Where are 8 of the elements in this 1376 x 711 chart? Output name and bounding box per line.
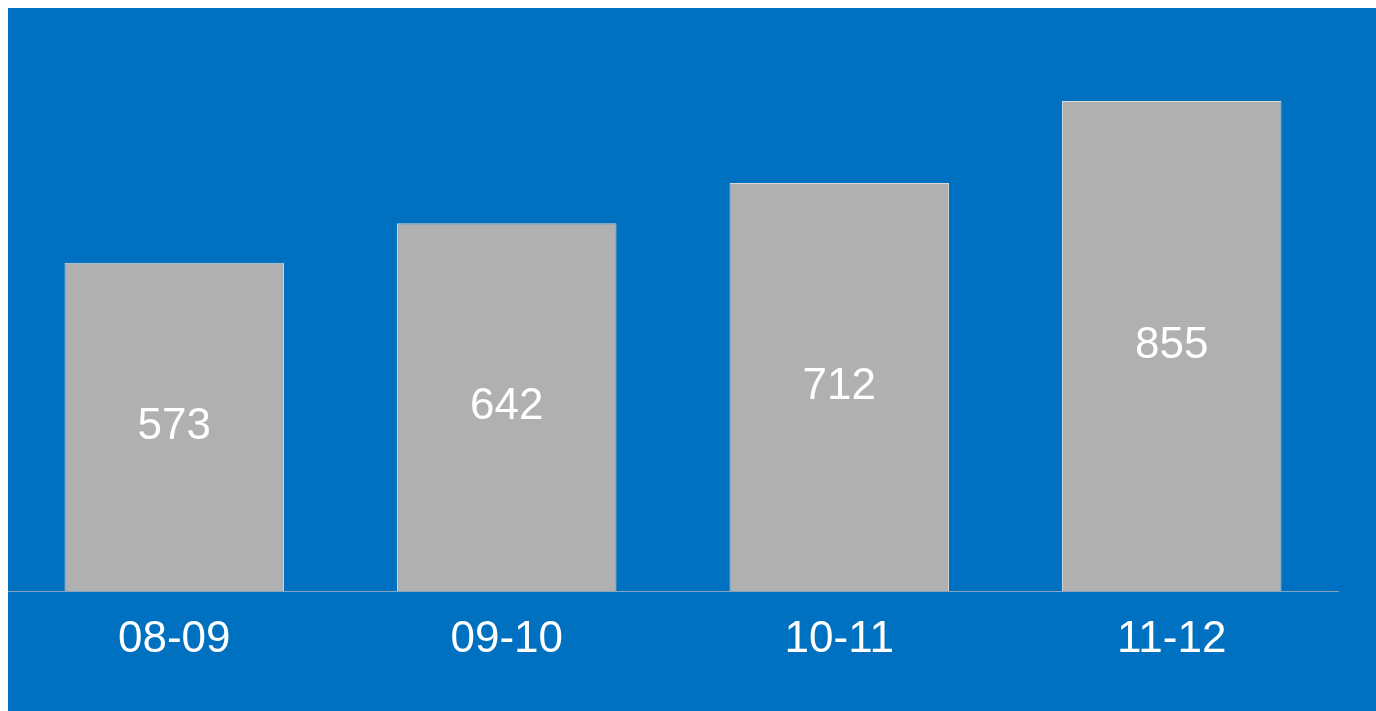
x-tick-label: 11-12 [1117,611,1227,661]
x-tick-label: 10-11 [784,611,894,661]
data-label: 712 [802,359,876,409]
x-tick-label: 09-10 [450,611,564,661]
data-label: 642 [470,379,544,429]
data-label: 573 [137,399,211,449]
x-tick-label: 08-09 [117,611,231,661]
data-label: 855 [1135,318,1209,368]
